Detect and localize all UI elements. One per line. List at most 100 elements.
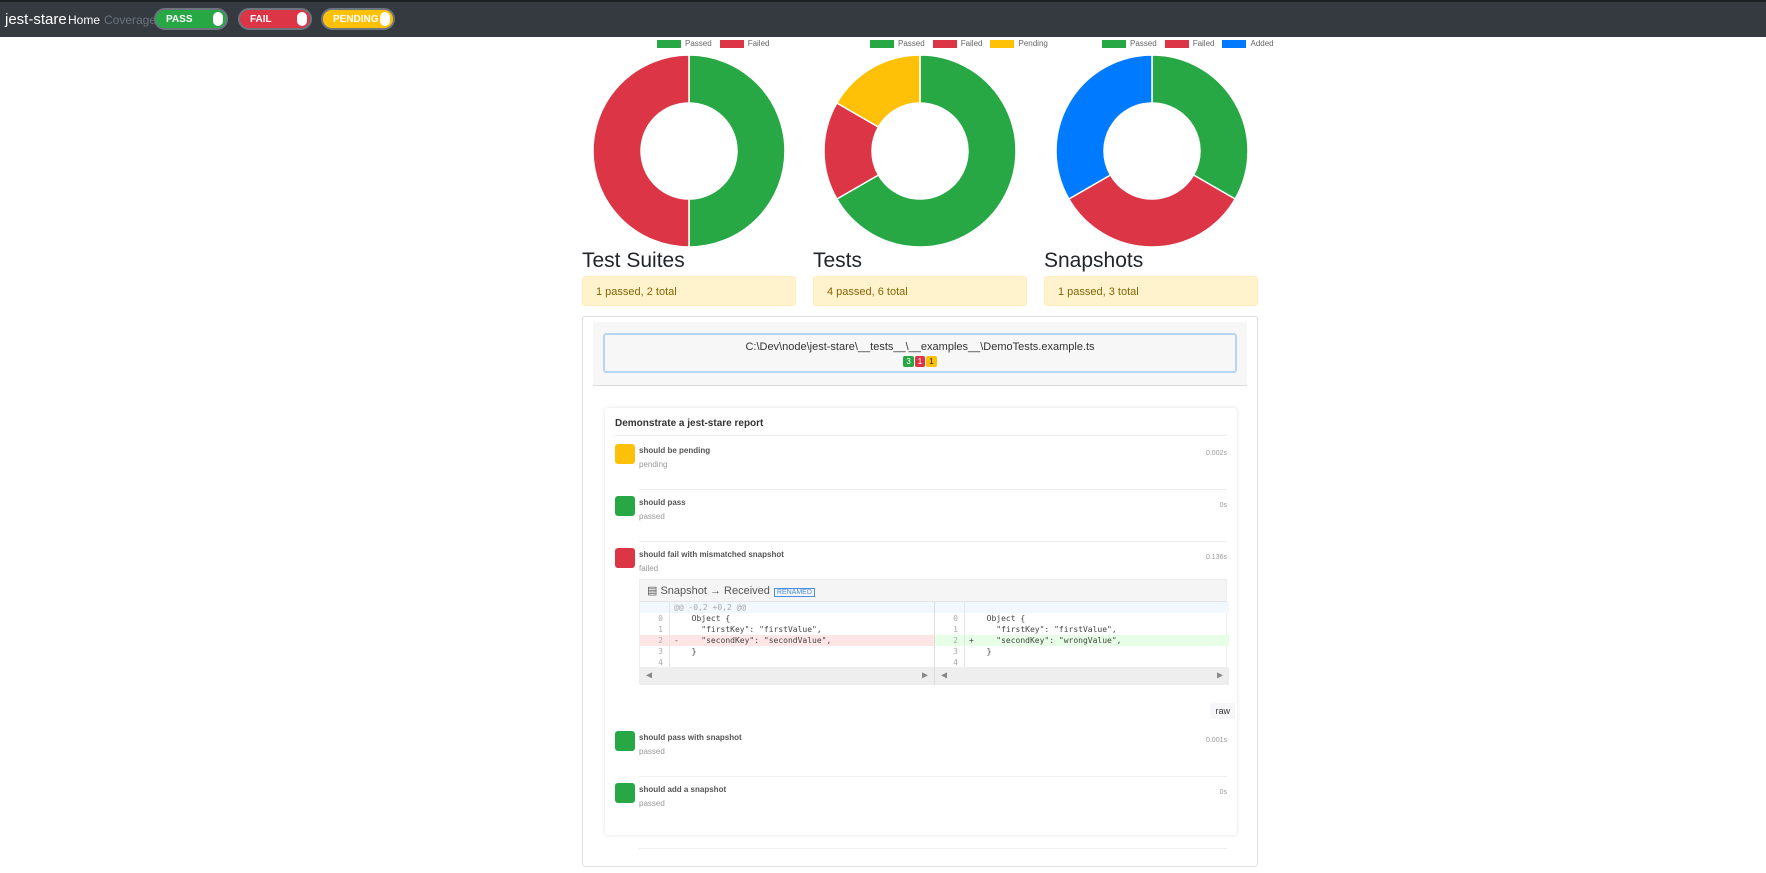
- raw-button[interactable]: raw: [1210, 703, 1235, 719]
- test-status: passed: [639, 747, 665, 756]
- donut-slice-passed[interactable]: [688, 54, 786, 248]
- divider: [615, 435, 1227, 436]
- chart-title: Tests: [813, 249, 863, 272]
- divider: [639, 776, 1227, 777]
- status-indicator: [615, 731, 635, 751]
- legend-item[interactable]: Passed: [657, 39, 712, 48]
- divider: [639, 541, 1227, 542]
- test-name: should fail with mismatched snapshot: [639, 550, 784, 559]
- test-name: should be pending: [639, 446, 711, 455]
- donut-slice-passed[interactable]: [1151, 54, 1249, 201]
- horizontal-scrollbar[interactable]: ◀ ▶: [935, 667, 1229, 685]
- test-name: should add a snapshot: [639, 785, 727, 794]
- hunk-header: [935, 602, 1229, 613]
- legend-item[interactable]: Failed: [719, 39, 770, 48]
- test-duration: 0.002s: [1205, 450, 1227, 457]
- nav-home[interactable]: Home: [68, 13, 101, 27]
- legend-item[interactable]: Failed: [932, 39, 983, 48]
- toggle-knob: [297, 12, 307, 26]
- test-status: failed: [639, 564, 659, 573]
- test-row: should pass with snapshot passed 0.001s: [615, 731, 1227, 761]
- donut-slice-pending[interactable]: [835, 54, 921, 129]
- legend-swatch: [1164, 39, 1189, 48]
- legend-swatch: [932, 39, 957, 48]
- failed-badge: 1: [914, 356, 926, 367]
- horizontal-scrollbar[interactable]: ◀ ▶: [640, 667, 934, 685]
- chart-title: Test Suites: [582, 249, 685, 272]
- legend-swatch: [990, 39, 1015, 48]
- diff-left-pane: @@ -0,2 +0,2 @@ 0 Object {1 "firstKey": "…: [640, 602, 934, 685]
- legend-label: Failed: [747, 39, 770, 48]
- test-duration: 0s: [1219, 502, 1227, 509]
- fail-toggle[interactable]: FAIL: [238, 8, 312, 30]
- brand[interactable]: jest-stare: [5, 11, 67, 28]
- summary-alert: 1 passed, 3 total: [1044, 276, 1258, 306]
- test-status: pending: [639, 460, 668, 469]
- donut-slice-added[interactable]: [1055, 54, 1153, 201]
- file-header: C:\Dev\node\jest-stare\__tests__\__examp…: [593, 322, 1247, 386]
- donut-chart: [1055, 54, 1249, 248]
- diff-line: 1 "firstKey": "firstValue",: [640, 624, 934, 635]
- passed-badge: 3: [903, 356, 914, 367]
- diff-right-pane: 0 Object {1 "firstKey": "firstValue", 2 + …: [934, 602, 1229, 685]
- diff-line: 4: [640, 657, 934, 668]
- status-indicator: [615, 783, 635, 803]
- status-indicator: [615, 548, 635, 568]
- divider: [639, 489, 1227, 490]
- scroll-right-icon[interactable]: ▶: [1216, 670, 1223, 681]
- diff-line: 0 Object {: [640, 613, 934, 624]
- diff-line: 2 + "secondKey": "wrongValue",: [935, 635, 1229, 646]
- summary-alert: 4 passed, 6 total: [813, 276, 1027, 306]
- test-name: should pass: [639, 498, 686, 507]
- donut-chart: [592, 54, 786, 248]
- legend-item[interactable]: Passed: [870, 39, 925, 48]
- legend-swatch: [870, 39, 894, 48]
- legend-label: Passed: [898, 39, 925, 48]
- pass-toggle[interactable]: PASS: [154, 8, 228, 30]
- donut-chart: [823, 54, 1017, 248]
- diff-line: 1 "firstKey": "firstValue",: [935, 624, 1229, 635]
- diff-line: 3 }: [935, 646, 1229, 657]
- legend-item[interactable]: Pending: [990, 39, 1048, 48]
- legend-item[interactable]: Passed: [1102, 39, 1157, 48]
- test-row: should fail with mismatched snapshot fail…: [615, 548, 1227, 578]
- pending-toggle[interactable]: PENDING: [321, 8, 395, 30]
- donut-slice-passed[interactable]: [835, 54, 1017, 248]
- file-path: C:\Dev\node\jest-stare\__tests__\__examp…: [745, 341, 1095, 353]
- legend-label: Pending: [1018, 39, 1048, 48]
- status-indicator: [615, 496, 635, 516]
- toggle-knob: [213, 12, 223, 26]
- nav-coverage[interactable]: Coverage: [104, 13, 157, 27]
- pending-badge: 1: [926, 356, 937, 367]
- diff-title: Snapshot → Received: [660, 585, 770, 597]
- test-status: passed: [639, 799, 665, 808]
- renamed-tag: RENAMED: [773, 588, 815, 597]
- legend-label: Failed: [960, 39, 983, 48]
- test-duration: 0s: [1219, 789, 1227, 796]
- hunk-header: @@ -0,2 +0,2 @@: [640, 602, 934, 613]
- test-row: should be pending pending 0.002s: [615, 444, 1227, 474]
- donut-slice-failed[interactable]: [592, 54, 690, 248]
- legend-item[interactable]: Added: [1222, 39, 1274, 48]
- describe-block: Demonstrate a jest-stare report should b…: [605, 408, 1237, 849]
- fail-toggle-label: FAIL: [250, 14, 272, 25]
- diff-line: 3 }: [640, 646, 934, 657]
- toggle-knob: [380, 12, 390, 26]
- scroll-left-icon[interactable]: ◀: [646, 670, 653, 681]
- donut-slice-failed[interactable]: [1067, 173, 1237, 248]
- diff-line: 4: [935, 657, 1229, 668]
- test-duration: 0.136s: [1205, 554, 1227, 561]
- summary-alert: 1 passed, 2 total: [582, 276, 796, 306]
- scroll-right-icon[interactable]: ▶: [921, 670, 928, 681]
- scroll-left-icon[interactable]: ◀: [941, 670, 948, 681]
- legend-swatch: [719, 39, 744, 48]
- legend-item[interactable]: Failed: [1164, 39, 1214, 48]
- legend-swatch: [1102, 39, 1126, 48]
- diff-header: ▤ Snapshot → Received RENAMED: [640, 580, 1226, 602]
- snapshot-diff: ▤ Snapshot → Received RENAMED @@ -0,2 +0,…: [639, 579, 1229, 685]
- legend-swatch: [657, 39, 681, 48]
- legend-label: Passed: [1130, 39, 1157, 48]
- file-icon: ▤: [647, 585, 661, 597]
- file-toggle-button[interactable]: C:\Dev\node\jest-stare\__tests__\__examp…: [603, 333, 1237, 373]
- legend-label: Added: [1250, 39, 1274, 48]
